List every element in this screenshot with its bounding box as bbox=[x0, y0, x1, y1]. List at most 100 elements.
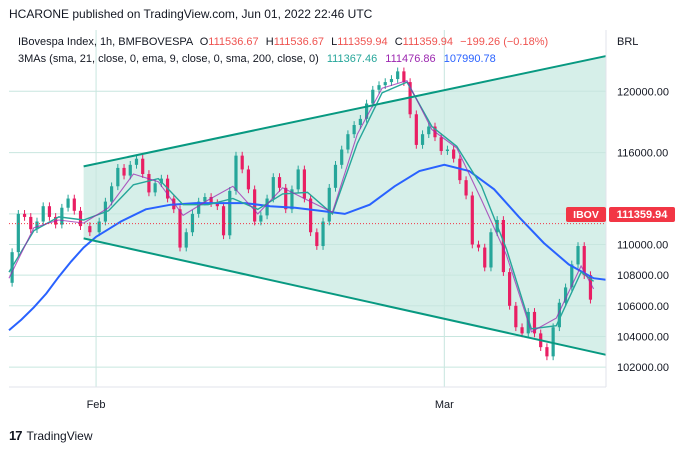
candle-body bbox=[234, 155, 238, 191]
candle-body bbox=[427, 126, 431, 135]
legend-close-key: C bbox=[395, 36, 403, 48]
legend-close-value: 111359.94 bbox=[403, 36, 453, 48]
candle-body bbox=[203, 197, 207, 202]
candle-body bbox=[78, 210, 83, 227]
candle-body bbox=[290, 189, 294, 210]
candle-body bbox=[153, 183, 157, 193]
sma21-line bbox=[8, 81, 595, 330]
candle-body bbox=[110, 186, 114, 202]
x-tick-label: Mar bbox=[435, 399, 454, 411]
legend-sma21-value: 111367.46 bbox=[327, 53, 377, 65]
candle-body bbox=[445, 149, 450, 152]
currency-label: BRL bbox=[617, 36, 638, 48]
candle-body bbox=[35, 221, 39, 230]
candle-body bbox=[97, 221, 101, 233]
price-axis[interactable]: 102000.00 104000.00 106000.00 108000.00 1100… bbox=[617, 86, 669, 374]
candle-body bbox=[551, 327, 555, 357]
candle-body bbox=[563, 287, 568, 303]
channel-lower-line[interactable] bbox=[83, 237, 607, 356]
candle-body bbox=[309, 198, 313, 233]
candle-body bbox=[576, 246, 580, 265]
candle-body bbox=[209, 197, 213, 204]
candle-body bbox=[358, 118, 362, 125]
candle-body bbox=[545, 347, 549, 357]
candle-body bbox=[371, 89, 375, 104]
candle-body bbox=[333, 164, 338, 188]
candle-body bbox=[16, 213, 20, 253]
candle-body bbox=[476, 244, 481, 248]
candle-body bbox=[557, 302, 561, 328]
y-tick-label: 104000.00 bbox=[617, 331, 669, 343]
legend-row-1[interactable]: IBovespa Index, 1h, BMFBOVESPA O111536.6… bbox=[18, 36, 548, 48]
legend-open-value: 111536.67 bbox=[208, 36, 258, 48]
legend-sma200-value: 107990.78 bbox=[444, 53, 496, 65]
candle-body bbox=[414, 114, 418, 145]
channel-upper-line[interactable] bbox=[83, 55, 607, 168]
candle-body bbox=[184, 232, 188, 248]
candle-body bbox=[228, 190, 232, 236]
legend-ema9-value: 111476.86 bbox=[385, 53, 435, 65]
symbol-tag-label: IBOV bbox=[573, 209, 599, 221]
candle-body bbox=[396, 71, 400, 80]
candle-body bbox=[352, 124, 356, 135]
candle-body bbox=[197, 201, 201, 214]
candle-body bbox=[253, 189, 257, 222]
x-tick-label: Feb bbox=[87, 399, 106, 411]
channel-fill bbox=[83, 56, 606, 355]
candle-body bbox=[122, 167, 126, 176]
candle-body bbox=[464, 180, 468, 196]
candle-body bbox=[402, 71, 406, 83]
candle-body bbox=[271, 177, 275, 199]
candle-body bbox=[128, 164, 132, 176]
candle-body bbox=[302, 169, 306, 199]
candle-body bbox=[296, 169, 300, 190]
candle-body bbox=[520, 327, 524, 334]
candle-body bbox=[277, 177, 282, 188]
candle-body bbox=[47, 206, 52, 217]
candle-body bbox=[489, 232, 493, 268]
candle-body bbox=[470, 195, 474, 245]
time-axis[interactable]: FebMarAprMayJun bbox=[87, 399, 694, 411]
candle-body bbox=[389, 79, 394, 83]
candle-body bbox=[265, 198, 269, 216]
legend-row-2[interactable]: 3MAs (sma, 21, close, 0, ema, 9, close, … bbox=[18, 53, 496, 65]
candle-body bbox=[315, 232, 319, 247]
candle-body bbox=[452, 149, 456, 159]
legend-change: −199.26 (−0.18%) bbox=[460, 36, 548, 48]
candle-body bbox=[377, 85, 381, 90]
symbol-tag: IBOV bbox=[566, 207, 606, 222]
tradingview-logo-mark: 17 bbox=[9, 428, 23, 443]
candle-body bbox=[215, 203, 219, 207]
y-tick-label: 120000.00 bbox=[617, 86, 669, 98]
legend-symbol: IBovespa Index, 1h, BMFBOVESPA bbox=[18, 36, 194, 48]
candle-body bbox=[88, 226, 92, 233]
candle-body bbox=[259, 215, 263, 222]
legend-low-key: L bbox=[331, 36, 337, 48]
publisher-line: HCARONE published on TradingView.com, Ju… bbox=[9, 7, 373, 21]
candle-body bbox=[190, 213, 195, 233]
tradingview-brand: TradingView bbox=[26, 428, 93, 443]
ema9-line bbox=[8, 79, 595, 333]
tradingview-logo[interactable]: 17 TradingView bbox=[9, 428, 93, 443]
candle-body bbox=[147, 174, 151, 193]
candle-body bbox=[501, 219, 505, 273]
y-tick-label: 108000.00 bbox=[617, 270, 669, 282]
sma200-line bbox=[8, 163, 607, 332]
candle-body bbox=[514, 305, 518, 328]
candle-body bbox=[340, 149, 344, 165]
candle-body bbox=[420, 134, 425, 145]
y-tick-label: 116000.00 bbox=[617, 148, 668, 160]
candle-body bbox=[327, 187, 331, 222]
candle-body bbox=[346, 134, 350, 150]
legend-high-key: H bbox=[266, 36, 274, 48]
legend-high-value: 111536.67 bbox=[274, 36, 324, 48]
candle-body bbox=[321, 221, 325, 247]
candle-body bbox=[570, 264, 574, 288]
legend-low-value: 111359.94 bbox=[337, 36, 387, 48]
candle-body bbox=[284, 187, 288, 210]
candle-body bbox=[240, 155, 244, 170]
y-tick-label: 106000.00 bbox=[617, 301, 669, 313]
candle-body bbox=[588, 275, 593, 300]
y-tick-label: 110000.00 bbox=[617, 240, 668, 252]
